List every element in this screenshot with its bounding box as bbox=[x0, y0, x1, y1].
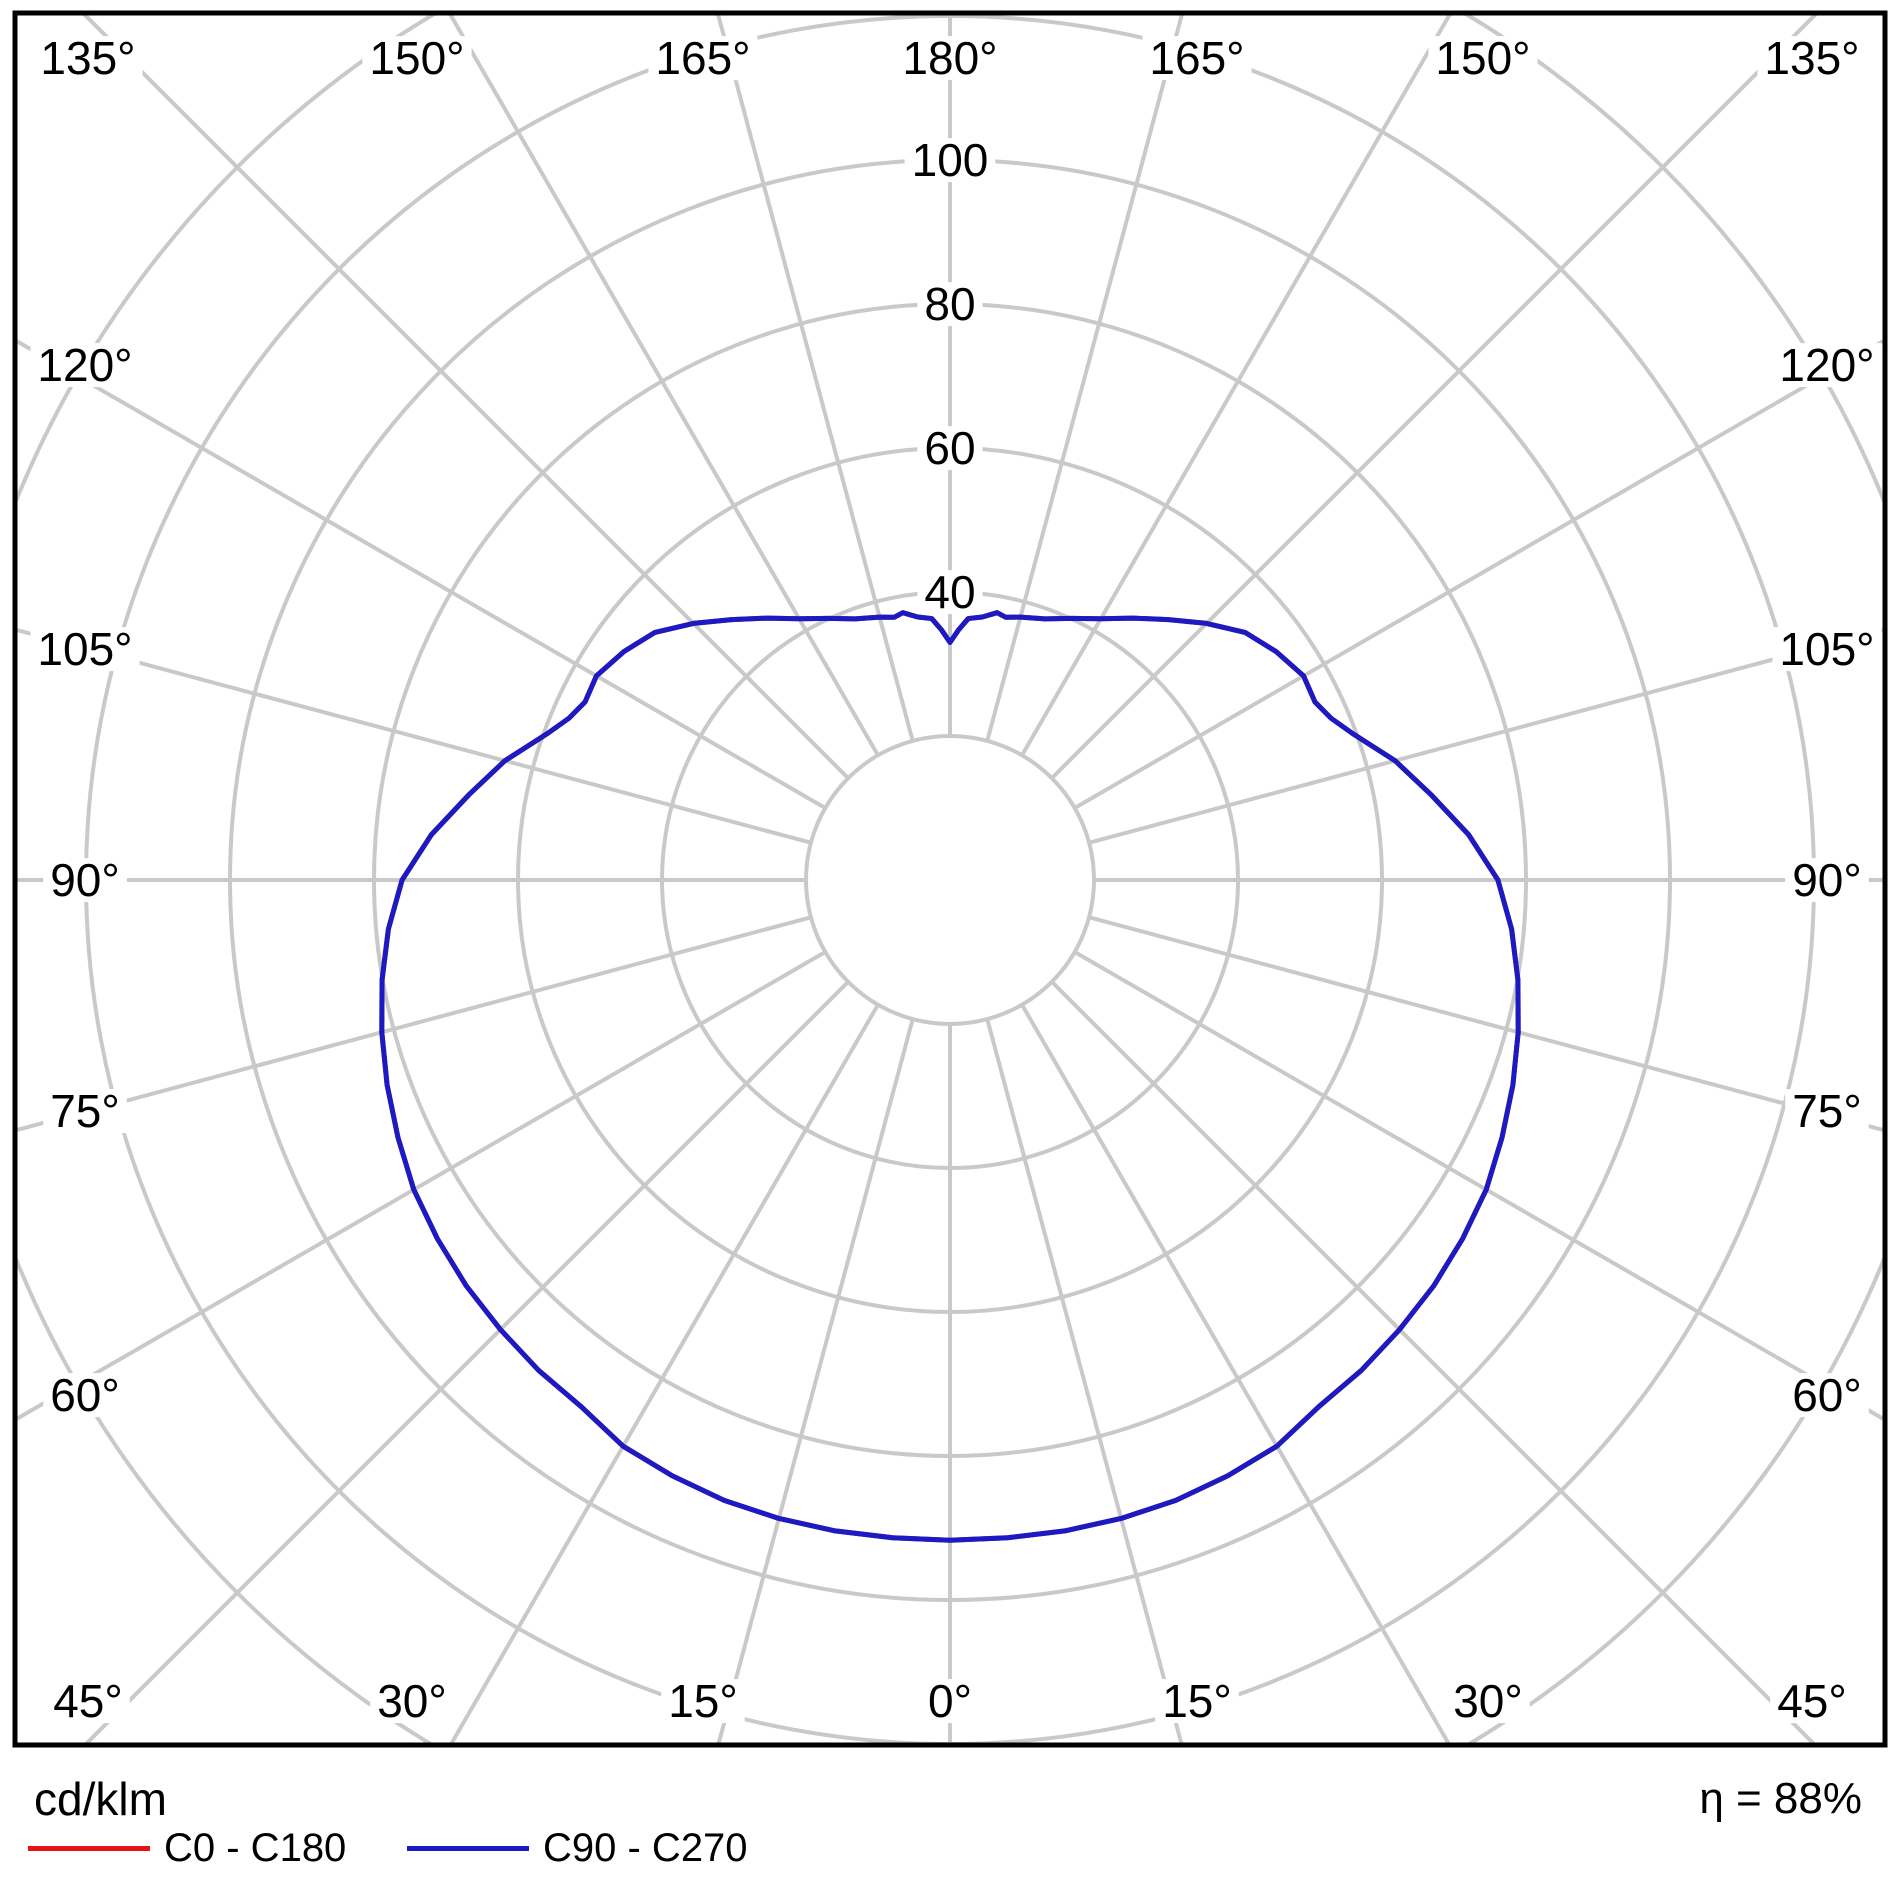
angle-label-left-1-bg bbox=[30, 627, 140, 672]
angle-spoke bbox=[985, 1018, 1184, 1743]
angle-label-right-4-bg bbox=[1785, 1373, 1869, 1418]
radial-tick-label-60-bg bbox=[917, 426, 983, 471]
angle-label-left-3: 75° bbox=[50, 1085, 120, 1137]
radial-tick-label-60: 60 bbox=[924, 422, 975, 474]
angle-label-left-0: 120° bbox=[37, 339, 132, 391]
angle-label-top-3-bg bbox=[895, 36, 1005, 81]
angle-label-bottom-6-bg bbox=[1770, 1679, 1854, 1724]
angle-label-bottom-1-bg bbox=[370, 1679, 454, 1724]
angle-label-right-3: 75° bbox=[1792, 1085, 1862, 1137]
angle-spoke bbox=[1073, 950, 1883, 1421]
angle-label-left-4: 60° bbox=[50, 1369, 120, 1421]
angle-spoke bbox=[985, 15, 1184, 742]
radial-tick-label-80: 80 bbox=[924, 278, 975, 330]
radial-tick-label-80-bg bbox=[917, 282, 983, 327]
angle-label-right-0-bg bbox=[1772, 343, 1882, 388]
angle-spoke bbox=[1020, 1003, 1451, 1743]
angle-label-bottom-0-bg bbox=[46, 1679, 130, 1724]
angle-spoke bbox=[1073, 339, 1883, 810]
angle-label-top-2: 165° bbox=[655, 32, 750, 84]
angle-spoke bbox=[17, 950, 827, 1421]
angle-label-left-2-bg bbox=[43, 858, 127, 903]
angle-spoke bbox=[1088, 628, 1883, 845]
angle-label-bottom-2: 15° bbox=[668, 1675, 738, 1727]
angle-label-bottom-1: 30° bbox=[377, 1675, 447, 1727]
radial-tick-label-100-bg bbox=[904, 138, 996, 183]
angle-label-top-0: 135° bbox=[40, 32, 135, 84]
angle-spoke bbox=[84, 980, 850, 1743]
angle-spoke bbox=[1050, 980, 1816, 1743]
angle-spoke bbox=[1050, 15, 1818, 780]
angle-label-right-2-bg bbox=[1785, 858, 1869, 903]
angle-label-right-3-bg bbox=[1785, 1089, 1869, 1134]
angle-label-right-1-bg bbox=[1772, 627, 1882, 672]
angle-label-top-2-bg bbox=[648, 36, 758, 81]
angle-label-left-2: 90° bbox=[50, 854, 120, 906]
angle-spoke bbox=[1088, 915, 1883, 1132]
angle-label-top-4: 165° bbox=[1149, 32, 1244, 84]
angle-spoke bbox=[716, 1018, 915, 1743]
angle-spoke bbox=[716, 15, 915, 742]
angle-label-top-3: 180° bbox=[902, 32, 997, 84]
angle-label-right-2: 90° bbox=[1792, 854, 1862, 906]
legend-swatch-red-line bbox=[28, 1845, 150, 1851]
angle-label-top-1-bg bbox=[362, 36, 472, 81]
radial-tick-label-40-bg bbox=[917, 570, 983, 615]
angle-label-top-5: 150° bbox=[1435, 32, 1530, 84]
angle-spoke bbox=[17, 628, 812, 845]
polar-photometric-chart: 40 60 80 100 135° 150° 165° 180° 165° 150° 135° 120… bbox=[12, 10, 1888, 1748]
angle-spoke bbox=[1020, 15, 1452, 757]
angle-label-right-1: 105° bbox=[1779, 623, 1874, 675]
angle-label-top-5-bg bbox=[1428, 36, 1538, 81]
angle-label-bottom-0: 45° bbox=[53, 1675, 123, 1727]
angle-label-bottom-5-bg bbox=[1446, 1679, 1530, 1724]
angle-label-bottom-4-bg bbox=[1155, 1679, 1239, 1724]
angle-label-top-6: 135° bbox=[1764, 32, 1859, 84]
angle-label-left-0-bg bbox=[30, 343, 140, 388]
efficiency-label: η = 88% bbox=[1699, 1774, 1862, 1823]
legend-label: C90 - C270 bbox=[543, 1826, 748, 1870]
angle-label-bottom-6: 45° bbox=[1777, 1675, 1847, 1727]
angle-label-right-0: 120° bbox=[1779, 339, 1874, 391]
angle-label-left-1: 105° bbox=[37, 623, 132, 675]
angle-label-top-4-bg bbox=[1142, 36, 1252, 81]
angle-label-right-4: 60° bbox=[1792, 1369, 1862, 1421]
angle-spoke bbox=[17, 915, 812, 1132]
angle-label-left-4-bg bbox=[43, 1373, 127, 1418]
angle-spoke bbox=[448, 15, 880, 757]
angle-label-bottom-5: 30° bbox=[1453, 1675, 1523, 1727]
legend-label: C0 - C180 bbox=[164, 1826, 347, 1870]
units-label: cd/klm bbox=[34, 1773, 167, 1825]
radial-tick-label-100: 100 bbox=[912, 134, 989, 186]
angle-spoke bbox=[82, 15, 850, 780]
angle-label-bottom-2-bg bbox=[661, 1679, 745, 1724]
angle-label-bottom-3: 0° bbox=[928, 1675, 972, 1727]
angle-spoke bbox=[17, 339, 827, 810]
angle-label-top-1: 150° bbox=[369, 32, 464, 84]
radial-gridline-20 bbox=[804, 734, 1096, 1026]
legend-item-c90-c270: C90 - C270 bbox=[407, 1824, 748, 1872]
angle-label-left-3-bg bbox=[43, 1089, 127, 1134]
chart-frame bbox=[12, 10, 1888, 1748]
angle-label-top-0-bg bbox=[33, 36, 143, 81]
legend-swatch-blue-line bbox=[407, 1845, 529, 1851]
polar-chart-area: 40 60 80 100 135° 150° 165° 180° 165° 150° 135° 120… bbox=[12, 10, 1888, 1748]
angle-label-bottom-3-bg bbox=[921, 1679, 979, 1724]
angle-label-top-6-bg bbox=[1757, 36, 1867, 81]
radial-tick-label-40: 40 bbox=[924, 566, 975, 618]
plot-inner: 40 60 80 100 135° 150° 165° 180° 165° 150° 135° 120… bbox=[17, 15, 1883, 1743]
c90-c270-curve bbox=[379, 610, 1521, 1543]
angle-spoke bbox=[449, 1003, 880, 1743]
legend-item-c0-c180: C0 - C180 bbox=[28, 1824, 346, 1872]
angle-label-bottom-4: 15° bbox=[1162, 1675, 1232, 1727]
